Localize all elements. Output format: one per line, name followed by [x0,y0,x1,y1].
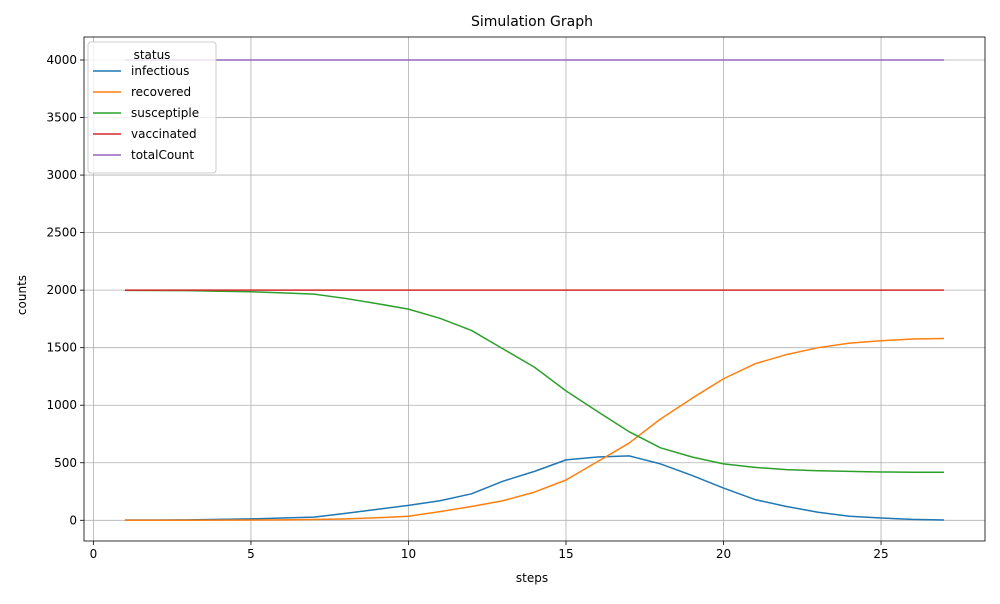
y-tick-label: 500 [54,456,77,470]
x-tick-label: 20 [716,547,731,561]
grid [84,37,985,541]
y-tick-label: 1000 [46,398,77,412]
legend-label-infectious: infectious [131,64,189,78]
x-tick-label: 15 [558,547,573,561]
y-tick-label: 3500 [46,111,77,125]
y-tick-label: 2000 [46,283,77,297]
series-lines [124,59,945,522]
y-tick-label: 1500 [46,341,77,355]
y-tick-label: 2500 [46,226,77,240]
x-tick-label: 25 [873,547,888,561]
legend-label-totalCount: totalCount [131,148,194,162]
series-line-infectious [124,455,945,521]
x-tick-label: 0 [90,547,98,561]
legend-label-vaccinated: vaccinated [131,127,197,141]
series-line-susceptiple [124,289,945,474]
y-tick-label: 4000 [46,53,77,67]
axis-ticks: 0 5 10 15 20 25 0 500 1000 1500 2000 2500 3000 3500 40… [46,53,888,561]
legend: status infectious recovered susceptiple vacc… [87,41,217,174]
legend-box [87,41,217,174]
series-line-recovered [124,337,945,522]
x-tick-label: 10 [401,547,416,561]
y-tick-label: 0 [69,513,77,527]
legend-label-susceptiple: susceptiple [131,106,199,120]
y-axis-label: counts [15,275,29,315]
y-tick-label: 3000 [46,168,77,182]
chart-title: Simulation Graph [471,14,593,30]
legend-title: status [134,48,171,62]
x-tick-label: 5 [247,547,255,561]
legend-label-recovered: recovered [131,85,191,99]
plot-area-frame [83,36,986,542]
x-axis-label: steps [516,571,548,585]
